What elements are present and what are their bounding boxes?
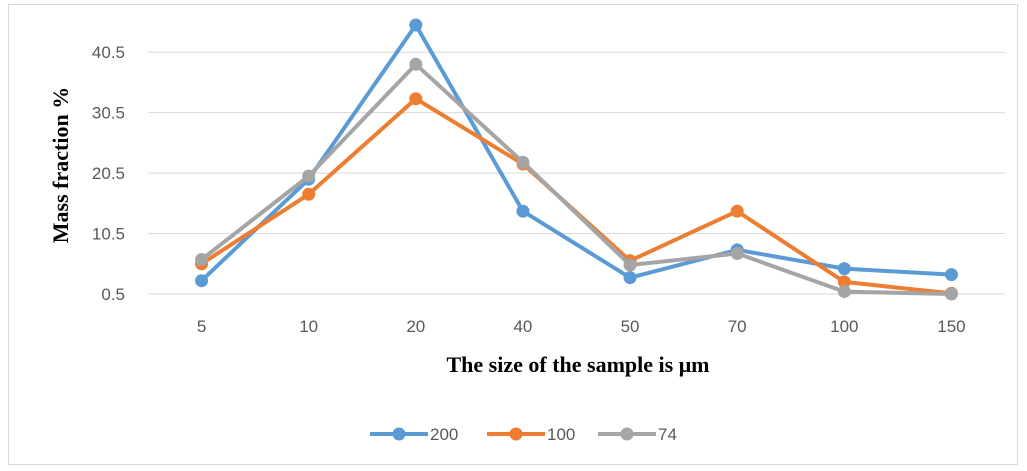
series-line	[199, 62, 954, 296]
x-tick-label: 20	[406, 317, 425, 336]
x-tick-label: 10	[299, 317, 318, 336]
legend-label: 100	[547, 425, 575, 444]
x-tick-label: 50	[621, 317, 640, 336]
x-tick-label: 5	[197, 317, 206, 336]
series-line	[199, 23, 954, 283]
data-point	[302, 187, 316, 201]
data-point	[409, 57, 423, 71]
data-point	[837, 285, 851, 299]
y-tick-labels: 0.5 10.5 20.5 30.5 40.5	[92, 43, 125, 304]
x-tick-label: 70	[728, 317, 747, 336]
data-point	[730, 247, 744, 261]
x-axis-title: The size of the sample is μm	[446, 352, 709, 377]
y-tick-label: 40.5	[92, 43, 125, 62]
data-point	[516, 155, 530, 169]
data-point	[944, 287, 958, 301]
series-74	[195, 57, 958, 301]
data-point	[623, 271, 637, 285]
data-point	[837, 275, 851, 289]
data-point	[516, 204, 530, 218]
y-axis-title: Mass fraction %	[48, 87, 73, 243]
legend-label: 200	[430, 425, 458, 444]
legend-marker	[392, 427, 406, 441]
legend: 200 100 74	[370, 425, 677, 444]
data-point	[837, 262, 851, 276]
x-tick-label: 150	[937, 317, 965, 336]
data-point	[302, 169, 316, 183]
data-point	[195, 253, 209, 267]
legend-label: 74	[658, 425, 677, 444]
data-point	[409, 18, 423, 32]
chart-frame	[8, 4, 1018, 465]
series-200	[195, 18, 958, 288]
x-tick-labels: 5 10 20 40 50 70 100 150	[197, 317, 966, 336]
y-tick-label: 0.5	[101, 285, 125, 304]
y-tick-label: 30.5	[92, 104, 125, 123]
legend-marker	[509, 427, 523, 441]
data-point	[944, 268, 958, 282]
x-tick-label: 40	[513, 317, 532, 336]
data-point	[409, 92, 423, 106]
y-tick-label: 10.5	[92, 225, 125, 244]
legend-marker	[620, 427, 634, 441]
y-tick-label: 20.5	[92, 164, 125, 183]
legend-item-100: 100	[487, 425, 575, 444]
data-point	[623, 258, 637, 272]
series-group	[195, 18, 958, 301]
data-point	[730, 204, 744, 218]
legend-item-200: 200	[370, 425, 458, 444]
legend-item-74: 74	[598, 425, 677, 444]
data-point	[195, 274, 209, 288]
gridlines	[148, 51, 1005, 295]
x-tick-label: 100	[830, 317, 858, 336]
